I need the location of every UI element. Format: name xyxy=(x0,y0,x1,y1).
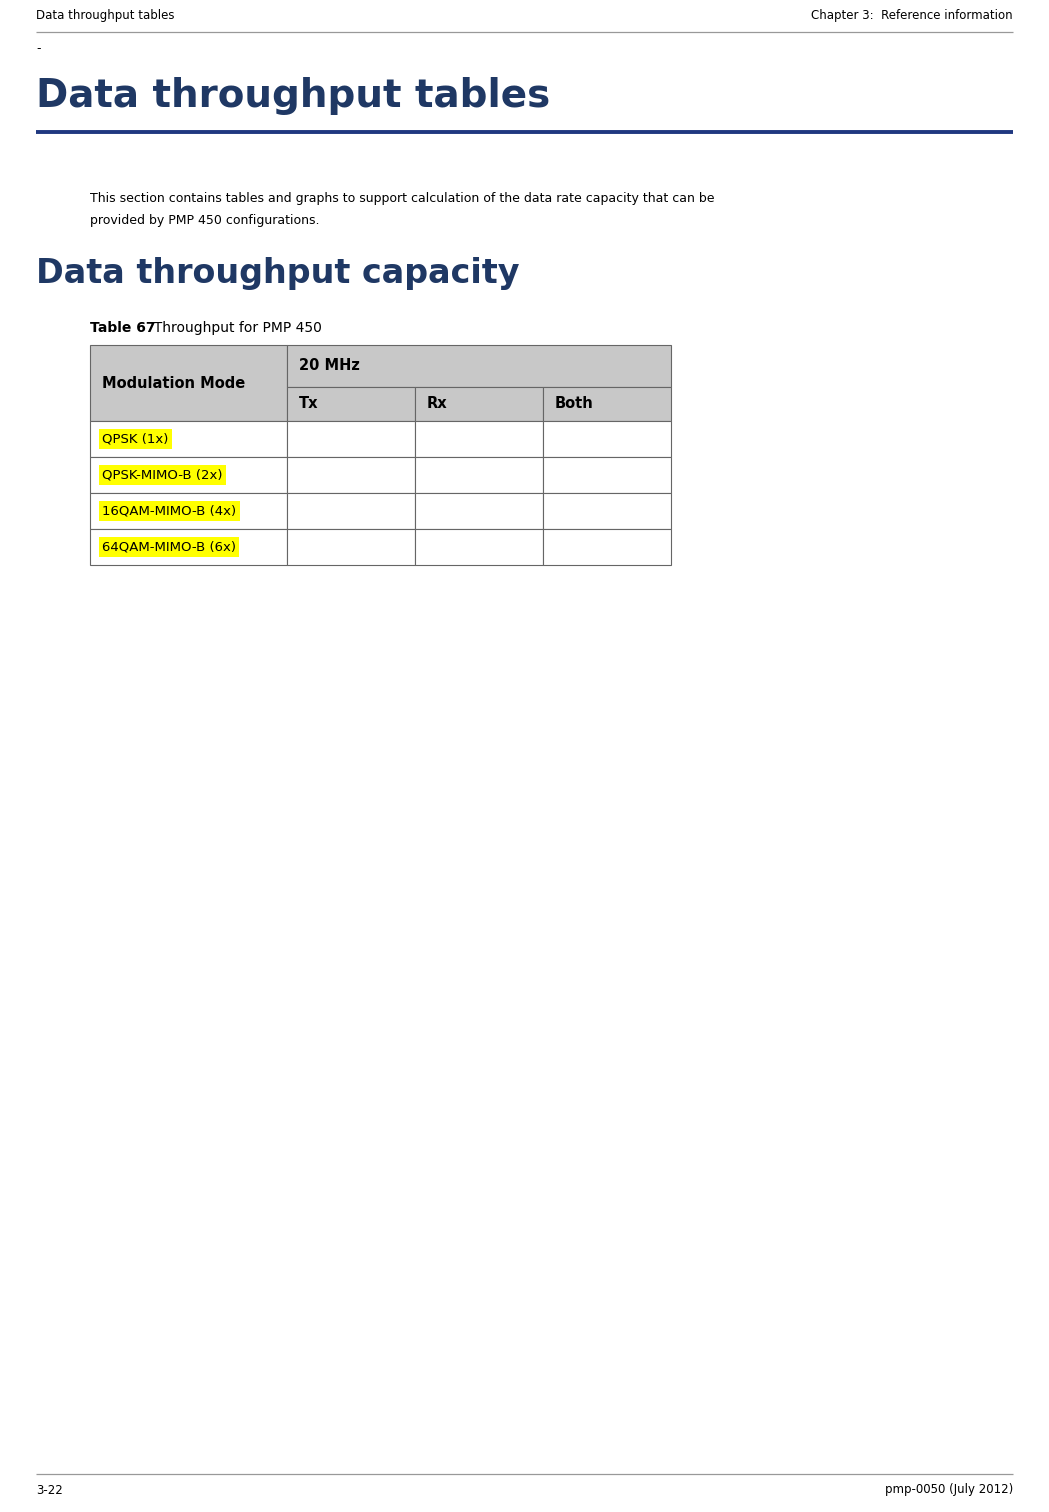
Text: Tx: Tx xyxy=(299,396,319,411)
Bar xyxy=(415,420,543,457)
Bar xyxy=(287,420,415,457)
Bar xyxy=(287,493,415,529)
Text: Chapter 3:  Reference information: Chapter 3: Reference information xyxy=(811,9,1013,23)
Bar xyxy=(543,420,671,457)
Text: 20 MHz: 20 MHz xyxy=(299,358,360,373)
Bar xyxy=(90,457,287,493)
Text: Table 67: Table 67 xyxy=(90,321,155,336)
Bar xyxy=(287,345,671,387)
Bar xyxy=(287,387,415,420)
Text: Data throughput tables: Data throughput tables xyxy=(36,77,551,115)
Text: -: - xyxy=(36,42,41,54)
Text: 16QAM-MIMO-B (4x): 16QAM-MIMO-B (4x) xyxy=(102,505,236,517)
Bar xyxy=(543,457,671,493)
Bar xyxy=(415,529,543,565)
Text: 64QAM-MIMO-B (6x): 64QAM-MIMO-B (6x) xyxy=(102,540,236,553)
Bar xyxy=(415,457,543,493)
Bar xyxy=(90,345,287,420)
Text: provided by PMP 450 configurations.: provided by PMP 450 configurations. xyxy=(90,215,320,227)
Bar xyxy=(90,493,287,529)
Text: Data throughput tables: Data throughput tables xyxy=(36,9,174,23)
Bar xyxy=(287,457,415,493)
Text: This section contains tables and graphs to support calculation of the data rate : This section contains tables and graphs … xyxy=(90,192,714,206)
Bar xyxy=(415,387,543,420)
Text: Throughput for PMP 450: Throughput for PMP 450 xyxy=(145,321,322,336)
Bar xyxy=(543,387,671,420)
Text: pmp-0050 (July 2012): pmp-0050 (July 2012) xyxy=(884,1483,1013,1497)
Bar xyxy=(90,420,287,457)
Bar xyxy=(415,493,543,529)
Text: Data throughput capacity: Data throughput capacity xyxy=(36,257,519,290)
Bar xyxy=(543,493,671,529)
Text: QPSK-MIMO-B (2x): QPSK-MIMO-B (2x) xyxy=(102,469,222,481)
Bar xyxy=(90,529,287,565)
Text: Modulation Mode: Modulation Mode xyxy=(102,375,245,390)
Text: Rx: Rx xyxy=(427,396,448,411)
Bar xyxy=(543,529,671,565)
Bar xyxy=(287,529,415,565)
Text: Both: Both xyxy=(555,396,594,411)
Text: 3-22: 3-22 xyxy=(36,1483,63,1497)
Text: QPSK (1x): QPSK (1x) xyxy=(102,432,169,446)
